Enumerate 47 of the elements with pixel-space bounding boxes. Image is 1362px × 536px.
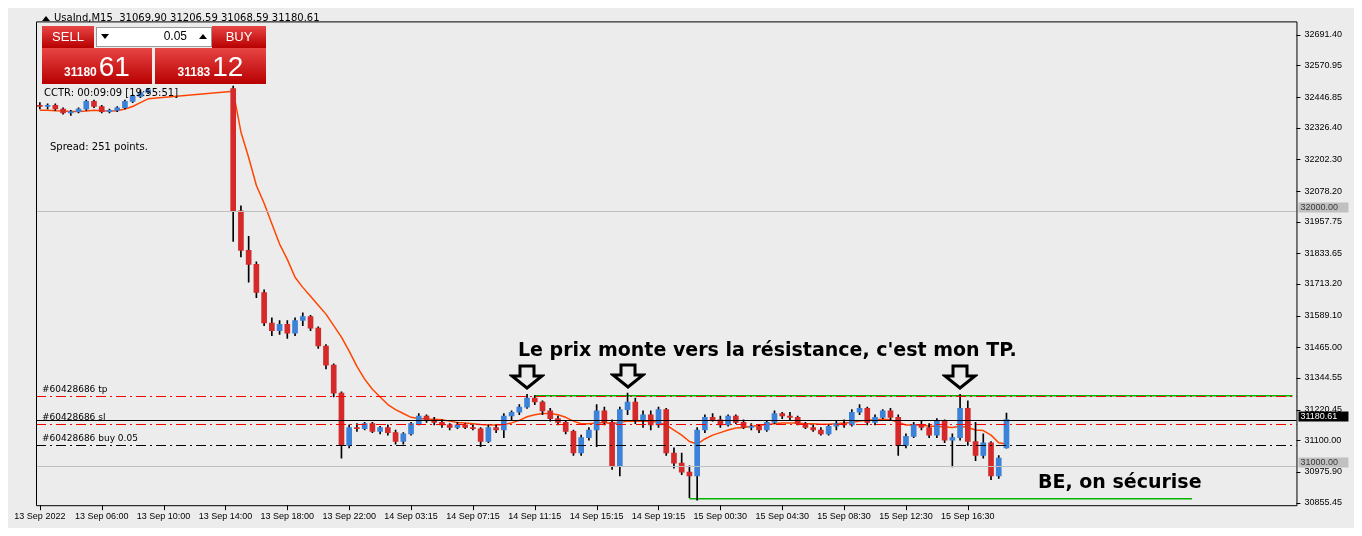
x-tick-label: 15 Sep 16:30 bbox=[941, 511, 995, 522]
annotation: 31183 bbox=[177, 65, 211, 79]
y-tick-label: 30975.90 bbox=[1304, 466, 1343, 477]
ref-line-label: #60428686 sl bbox=[42, 412, 106, 423]
x-tick-label: 15 Sep 04:30 bbox=[755, 511, 810, 522]
y-tick-label: 31833.65 bbox=[1304, 247, 1343, 258]
y-tick-label: 32691.40 bbox=[1304, 29, 1343, 40]
annotation: BUY bbox=[212, 26, 266, 48]
x-tick-label: 13 Sep 10:00 bbox=[136, 511, 191, 522]
chart-title: UsaInd,M15 31069.90 31206.59 31068.59 31180.61 bbox=[54, 12, 320, 23]
x-tick-label: 14 Sep 19:15 bbox=[631, 511, 686, 522]
annotation: Le prix monte vers la résistance, c'est mon TP. bbox=[518, 338, 1017, 360]
y-tick-label: 32446.85 bbox=[1304, 91, 1343, 102]
x-tick-label: 13 Sep 2022 bbox=[14, 511, 66, 522]
y-tick-label: 31957.75 bbox=[1304, 216, 1343, 227]
annotation: Spread: 251 points. bbox=[50, 141, 148, 152]
ref-line-label: #60428686 buy 0.05 bbox=[42, 433, 138, 444]
x-tick-label: 14 Sep 11:15 bbox=[508, 511, 562, 522]
x-tick-label: 13 Sep 22:00 bbox=[322, 511, 376, 522]
x-tick-label: 14 Sep 07:15 bbox=[446, 511, 500, 522]
y-tick-label: 30855.45 bbox=[1304, 497, 1343, 508]
x-tick-label: 15 Sep 00:30 bbox=[693, 511, 748, 522]
y-tick-label: 32570.95 bbox=[1304, 59, 1343, 70]
x-tick-label: 15 Sep 12:30 bbox=[879, 511, 933, 522]
annotation: SELL bbox=[42, 26, 94, 48]
y-tick-label: 32078.20 bbox=[1304, 185, 1343, 196]
annotation: 0.05 bbox=[163, 29, 187, 43]
y-tick-label: 32202.30 bbox=[1304, 153, 1343, 164]
y-tick-label: 31713.20 bbox=[1304, 278, 1343, 289]
x-tick-label: 14 Sep 03:15 bbox=[384, 511, 438, 522]
x-tick-label: 15 Sep 08:30 bbox=[817, 511, 871, 522]
y-tick-label: 31589.10 bbox=[1304, 310, 1343, 321]
x-tick-label: 14 Sep 15:15 bbox=[569, 511, 624, 522]
y-tick-label: 31344.55 bbox=[1304, 372, 1343, 383]
annotation: 12 bbox=[212, 50, 244, 84]
x-tick-label: 13 Sep 14:00 bbox=[198, 511, 253, 522]
ref-line-label: 32000.00 bbox=[1300, 201, 1339, 212]
annotation: 31180 bbox=[64, 65, 97, 79]
annotation: BE, on sécurise bbox=[1038, 470, 1202, 492]
annotation: 61 bbox=[98, 50, 130, 84]
y-tick-label: 31465.00 bbox=[1304, 341, 1343, 352]
x-tick-label: 13 Sep 06:00 bbox=[74, 511, 129, 522]
y-tick-label: 32326.40 bbox=[1304, 122, 1343, 133]
ref-line-label: 31000.00 bbox=[1300, 456, 1339, 467]
ref-line-label: #60428686 tp bbox=[42, 384, 108, 395]
y-tick-label: 31100.00 bbox=[1304, 434, 1342, 445]
x-tick-label: 13 Sep 18:00 bbox=[260, 511, 315, 522]
